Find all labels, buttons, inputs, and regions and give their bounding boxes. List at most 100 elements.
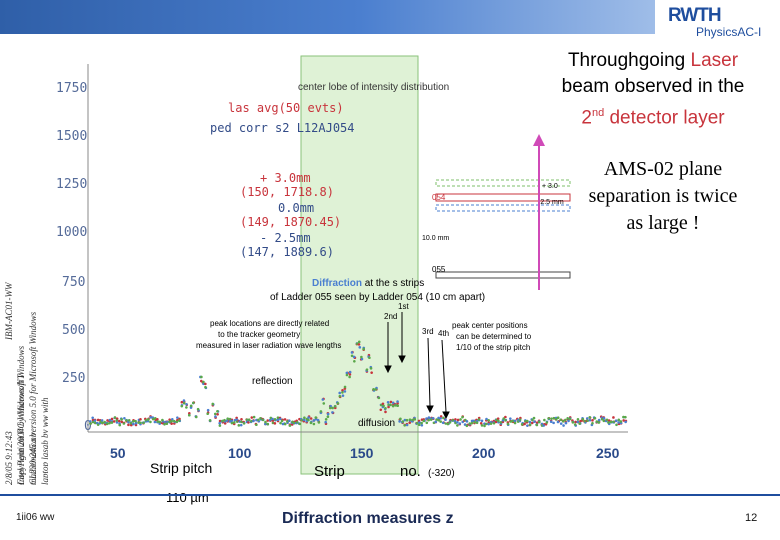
data-point [239,423,243,427]
data-point [91,418,95,422]
data-point [170,419,173,423]
data-point [586,419,590,422]
data-point [386,400,390,404]
data-point [93,421,97,425]
data-point [256,418,260,422]
data-point [387,405,390,409]
data-point [182,399,186,402]
data-point [165,422,169,425]
x-tick-100: 100 [228,445,252,461]
data-point [504,419,507,422]
data-point [324,420,327,424]
data-point [360,355,363,359]
data-point [372,388,375,391]
data-point [324,418,328,421]
data-point [408,421,412,424]
data-point [468,422,471,425]
geom-plus3 [435,179,571,187]
data-point [458,422,462,425]
data-point [88,420,92,423]
data-point [444,422,448,425]
data-point [322,402,326,405]
data-point [605,418,609,422]
data-point [218,421,221,425]
data-point [523,422,526,426]
data-point [619,420,623,423]
data-point [312,422,316,426]
data-point [360,357,364,361]
data-point [391,401,395,405]
data-point [528,420,532,424]
data-point [622,419,625,422]
data-point [120,420,124,424]
data-point [624,420,627,424]
data-point [338,391,342,395]
data-point [403,423,406,427]
data-point [233,418,237,422]
data-point [561,419,565,423]
data-point [218,419,222,423]
x-tick-150: 150 [350,445,374,461]
data-point [456,418,460,422]
data-point [185,402,188,406]
data-point [105,422,109,426]
data-point [612,416,615,419]
data-point [513,421,517,425]
data-point [381,402,385,406]
data-point [365,368,369,371]
data-point [204,385,207,389]
data-point [591,419,594,422]
data-point [118,423,122,427]
data-point [574,420,577,424]
data-point [480,424,484,427]
data-point [431,416,435,420]
data-point [137,421,140,424]
data-point [292,421,296,425]
data-point [418,421,421,424]
data-point [221,419,224,423]
header-bar [0,0,655,34]
data-point [511,419,514,423]
data-point [396,404,400,408]
data-point [117,419,121,423]
footer-left: 1ii06 ww [16,512,55,523]
data-point [624,415,627,419]
data-point [176,416,179,419]
laser-arrowhead [533,134,545,146]
data-point [526,424,529,427]
data-point [139,421,142,425]
data-point [389,403,392,407]
annotation-plus3mm: + 3.0mm [260,171,311,185]
data-point [358,346,362,349]
x-tick-50: 50 [110,445,126,461]
data-point [153,416,157,420]
data-point [370,371,373,374]
data-point [288,419,291,423]
data-point [566,416,569,420]
data-point [266,422,270,426]
data-point [614,419,618,423]
data-point [230,421,234,425]
data-point [545,421,549,424]
data-point [341,388,344,392]
data-point [100,419,104,422]
data-point [250,419,253,423]
geom-label-054: 054 [432,193,446,202]
geom-minus25 [435,204,571,212]
data-point [341,394,345,397]
data-point [286,420,289,423]
data-point [485,422,488,426]
data-point [437,418,440,422]
data-point [609,420,613,424]
legend-laser: las avg(50 evts) [228,101,344,115]
data-point [369,367,373,370]
annotation-150: (150, 1718.8) [240,185,334,199]
data-point [319,410,323,413]
data-point [108,421,111,425]
data-point [120,418,123,421]
data-point [213,412,217,416]
data-point [499,421,503,424]
data-point [280,419,284,423]
data-point [533,420,536,424]
data-point [547,417,550,420]
